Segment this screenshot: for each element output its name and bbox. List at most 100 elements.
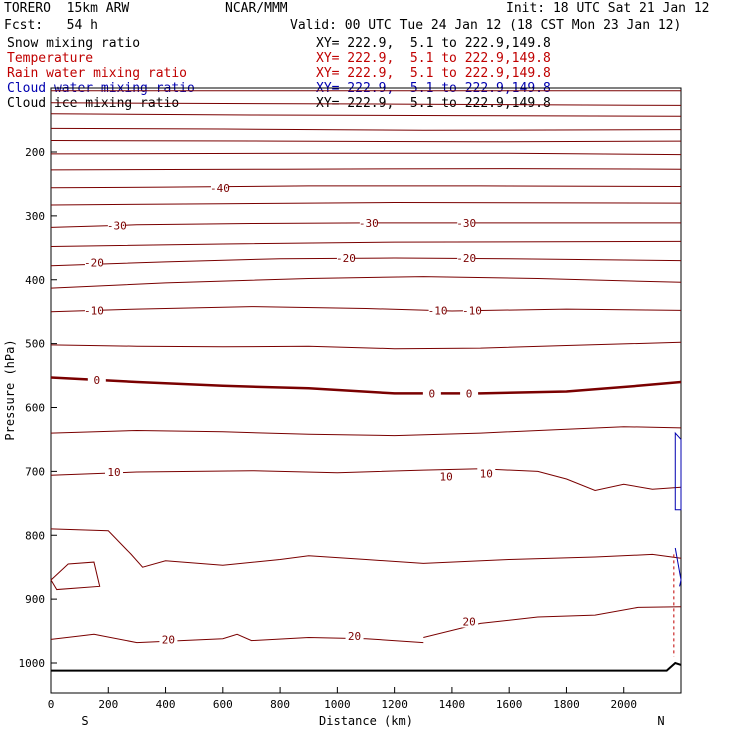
contour-label-15: 10 xyxy=(480,467,493,480)
x-tick-label-8: 1600 xyxy=(496,698,523,711)
contour-label-14: 10 xyxy=(440,470,453,483)
contour-label-bg-10 xyxy=(87,374,106,387)
contour-label-12: 0 xyxy=(466,387,473,400)
isotherm--35-8 xyxy=(50,201,682,206)
y-axis-title: Pressure (hPa) xyxy=(3,339,17,440)
contour-label-bg-1 xyxy=(107,219,126,232)
contour-label-3: -30 xyxy=(456,217,476,230)
surface-line xyxy=(51,661,682,672)
contour-label-bg-0 xyxy=(210,181,229,194)
contour-label-bg-3 xyxy=(457,216,476,229)
x-end-label-north: N xyxy=(657,714,664,728)
contour-label-10: 0 xyxy=(94,374,101,387)
x-tick-label-1: 200 xyxy=(98,698,118,711)
y-tick-label-6: 800 xyxy=(25,529,45,542)
legend-label-rain: Rain water mixing ratio xyxy=(7,66,188,81)
contour-label-bg-4 xyxy=(84,256,103,269)
isotherm--25-10 xyxy=(50,240,682,247)
contour-label-group: -40 -30 -30 -30 -20 -20 -20 -10 -10 -10 0 0 0 10 10 10 2… xyxy=(84,181,496,646)
valid-time: Valid: 00 UTC Tue 24 Jan 12 (18 CST Mon … xyxy=(290,18,682,33)
x-tick-label-10: 2000 xyxy=(610,698,637,711)
contour-label-11: 0 xyxy=(429,387,436,400)
isotherm-warm-pocket xyxy=(50,561,101,591)
isotherm--70-1 xyxy=(50,102,682,106)
isotherm-group xyxy=(50,90,682,644)
contour-label-bg-7 xyxy=(84,304,103,317)
contour-label-1: -30 xyxy=(107,219,127,232)
x-tick-label-6: 1200 xyxy=(381,698,408,711)
x-tick-label-2: 400 xyxy=(156,698,176,711)
isotherm--50-5 xyxy=(50,152,682,156)
contour-label-bg-15 xyxy=(477,467,496,480)
plot-frame xyxy=(50,87,682,694)
x-tick-label-5: 1000 xyxy=(324,698,351,711)
legend-xs-temperature: XY= 222.9, 5.1 to 222.9,149.8 xyxy=(316,51,551,66)
y-tick-label-4: 600 xyxy=(25,402,45,415)
contour-label-0: -40 xyxy=(210,182,230,195)
contour-label-4: -20 xyxy=(84,257,104,270)
contour-label-bg-12 xyxy=(460,387,479,400)
contour-label-bg-16 xyxy=(159,633,178,646)
org-label: NCAR/MMM xyxy=(225,1,288,16)
y-tick-label-1: 300 xyxy=(25,210,45,223)
contour-label-13: 10 xyxy=(107,466,120,479)
y-tick-label-3: 500 xyxy=(25,338,45,351)
contour-label-8: -10 xyxy=(428,304,448,317)
isotherm--55-4 xyxy=(50,140,682,143)
contour-label-bg-18 xyxy=(460,615,479,628)
contour-label-9: -10 xyxy=(462,304,482,317)
contour-label-bg-6 xyxy=(457,252,476,265)
isotherm-0-15 xyxy=(50,376,682,395)
x-end-label-south: S xyxy=(81,714,88,728)
x-axis-title: Distance (km) xyxy=(319,714,413,728)
isotherm--5-14 xyxy=(50,341,682,350)
contour-label-2: -30 xyxy=(359,217,379,230)
contour-label-18: 20 xyxy=(462,615,475,628)
isotherm--15-12 xyxy=(50,276,682,289)
forecast-hour: Fcst: 54 h xyxy=(4,18,98,33)
x-tick-label-9: 1800 xyxy=(553,698,580,711)
init-time: Init: 18 UTC Sat 21 Jan 12 xyxy=(506,1,710,16)
isotherm--65-2 xyxy=(50,113,682,117)
x-tick-label-7: 1400 xyxy=(439,698,466,711)
cloud-water-contour xyxy=(674,431,682,511)
isotherm-20-20 xyxy=(50,633,424,644)
contour-label-bg-8 xyxy=(428,304,447,317)
contour-label-bg-13 xyxy=(105,466,123,479)
contour-label-6: -20 xyxy=(456,252,476,265)
x-tick-label-0: 0 xyxy=(48,698,55,711)
isotherm--40-7 xyxy=(50,185,682,189)
isotherm--10-13 xyxy=(50,306,682,313)
y-tick-label-0: 200 xyxy=(25,146,45,159)
contour-label-16: 20 xyxy=(162,633,175,646)
axes-group: 0 200 400 600 800 1000 1200 1400 1600 1800 2000200… xyxy=(19,146,637,711)
isotherm--60-3 xyxy=(50,127,682,131)
isotherm--45-6 xyxy=(50,168,682,171)
legend-xs-cloudice: XY= 222.9, 5.1 to 222.9,149.8 xyxy=(316,96,551,111)
x-tick-label-4: 800 xyxy=(270,698,290,711)
contour-label-bg-5 xyxy=(336,252,355,265)
y-tick-label-8: 1000 xyxy=(19,657,46,670)
model-title: TORERO 15km ARW xyxy=(4,1,130,16)
isotherm-15-18 xyxy=(50,528,682,568)
isotherm-10-17 xyxy=(50,468,682,492)
y-tick-label-2: 400 xyxy=(25,274,45,287)
contour-label-7: -10 xyxy=(84,304,104,317)
contour-label-5: -20 xyxy=(336,252,356,265)
legend-xs-snow: XY= 222.9, 5.1 to 222.9,149.8 xyxy=(316,36,551,51)
contour-label-bg-14 xyxy=(437,470,456,483)
contour-label-bg-9 xyxy=(462,304,481,317)
isotherm-5-16 xyxy=(50,426,682,437)
contour-label-bg-11 xyxy=(422,387,441,400)
y-tick-label-7: 900 xyxy=(25,593,45,606)
contour-label-17: 20 xyxy=(348,630,361,643)
isotherm--20-11 xyxy=(50,257,682,267)
legend-xs-rain: XY= 222.9, 5.1 to 222.9,149.8 xyxy=(316,66,551,81)
contour-label-bg-17 xyxy=(345,630,364,643)
legend-label-snow: Snow mixing ratio xyxy=(7,36,141,51)
y-tick-label-5: 700 xyxy=(25,465,45,478)
legend-label-temperature: Temperature xyxy=(7,51,94,66)
cloud-water-contour-low xyxy=(674,547,682,587)
terrain-group xyxy=(51,431,682,672)
